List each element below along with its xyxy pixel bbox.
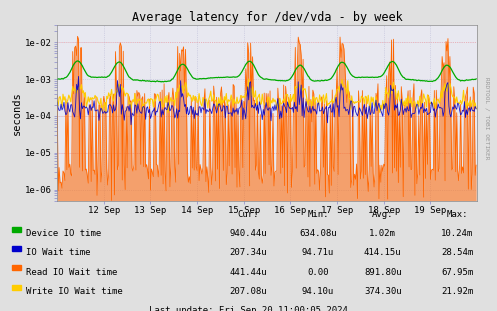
Text: 94.71u: 94.71u xyxy=(302,248,334,258)
Text: Avg:: Avg: xyxy=(372,210,394,219)
Text: 634.08u: 634.08u xyxy=(299,229,337,238)
Text: 940.44u: 940.44u xyxy=(230,229,267,238)
Text: 207.08u: 207.08u xyxy=(230,287,267,296)
Text: 207.34u: 207.34u xyxy=(230,248,267,258)
Text: Read IO Wait time: Read IO Wait time xyxy=(26,268,117,277)
Title: Average latency for /dev/vda - by week: Average latency for /dev/vda - by week xyxy=(132,11,403,24)
Text: Max:: Max: xyxy=(446,210,468,219)
Text: 441.44u: 441.44u xyxy=(230,268,267,277)
Text: 67.95m: 67.95m xyxy=(441,268,473,277)
Text: 94.10u: 94.10u xyxy=(302,287,334,296)
Text: Last update: Fri Sep 20 11:00:05 2024: Last update: Fri Sep 20 11:00:05 2024 xyxy=(149,306,348,311)
Text: IO Wait time: IO Wait time xyxy=(26,248,90,258)
Y-axis label: seconds: seconds xyxy=(12,91,22,135)
Text: 1.02m: 1.02m xyxy=(369,229,396,238)
Text: Write IO Wait time: Write IO Wait time xyxy=(26,287,123,296)
Text: 374.30u: 374.30u xyxy=(364,287,402,296)
Text: 21.92m: 21.92m xyxy=(441,287,473,296)
Text: Device IO time: Device IO time xyxy=(26,229,101,238)
Text: 414.15u: 414.15u xyxy=(364,248,402,258)
Text: Cur:: Cur: xyxy=(238,210,259,219)
Text: 0.00: 0.00 xyxy=(307,268,329,277)
Text: 891.80u: 891.80u xyxy=(364,268,402,277)
Text: RRDTOOL / TOBI OETIKER: RRDTOOL / TOBI OETIKER xyxy=(485,77,490,160)
Text: 10.24m: 10.24m xyxy=(441,229,473,238)
Text: Min:: Min: xyxy=(307,210,329,219)
Text: 28.54m: 28.54m xyxy=(441,248,473,258)
